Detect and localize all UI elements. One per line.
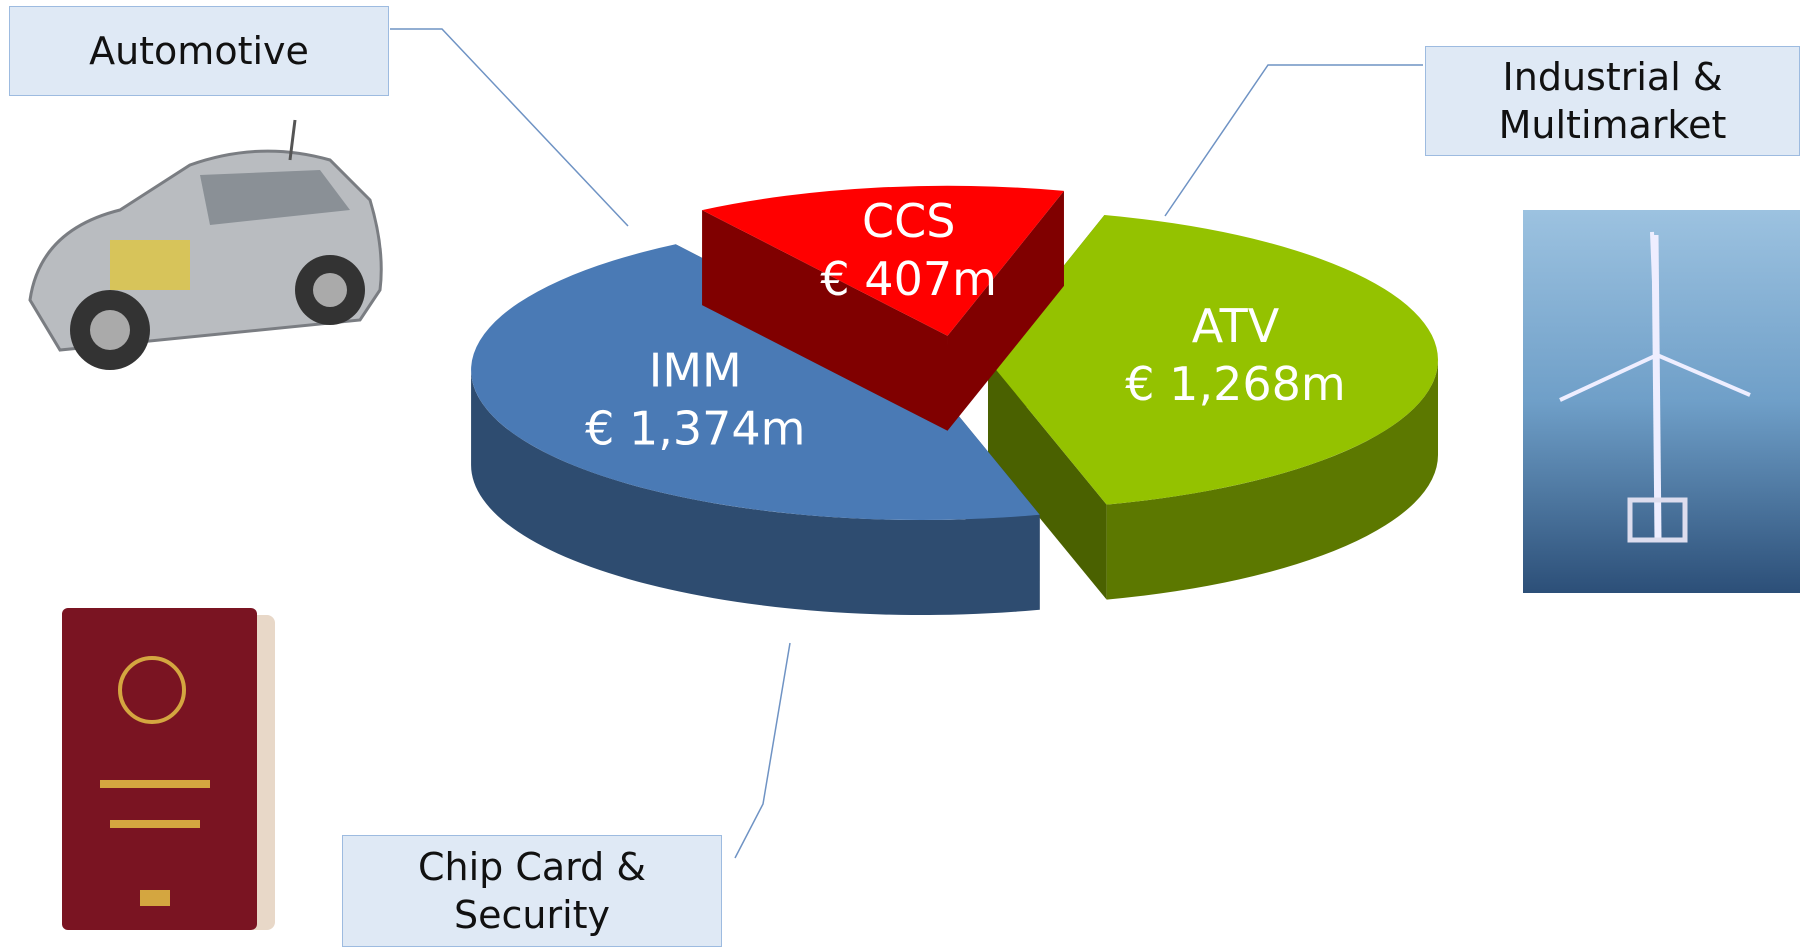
slice-rim [471,370,1040,616]
pie: ATV€ 1,268m IMM€ 1,374m CCS€ 407m [471,185,1438,616]
slice [702,185,1064,336]
value-label: € 407m [820,252,997,306]
value-label: € 1,374m [585,401,805,455]
slice [987,215,1438,600]
leader-lines [390,28,1423,859]
callout: Industrial & Multimarket [1425,46,1800,156]
value-label: € 1,268m [1125,357,1345,411]
slice-rim [1106,359,1438,600]
callout: Chip Card & Security [342,835,722,947]
category-label: IMM [649,343,742,397]
slice [702,185,1064,431]
slice [471,244,1040,521]
slice-wall [702,210,948,431]
slice-wall [947,190,1064,431]
category-label: CCS [862,194,955,248]
category-label: ATV [1192,299,1280,353]
passport-image [62,608,275,930]
slice [987,215,1438,505]
callout: Automotive [9,6,389,96]
car-image [28,119,383,370]
slice-wall [987,359,1107,600]
wind-turbine-image [1523,210,1800,593]
